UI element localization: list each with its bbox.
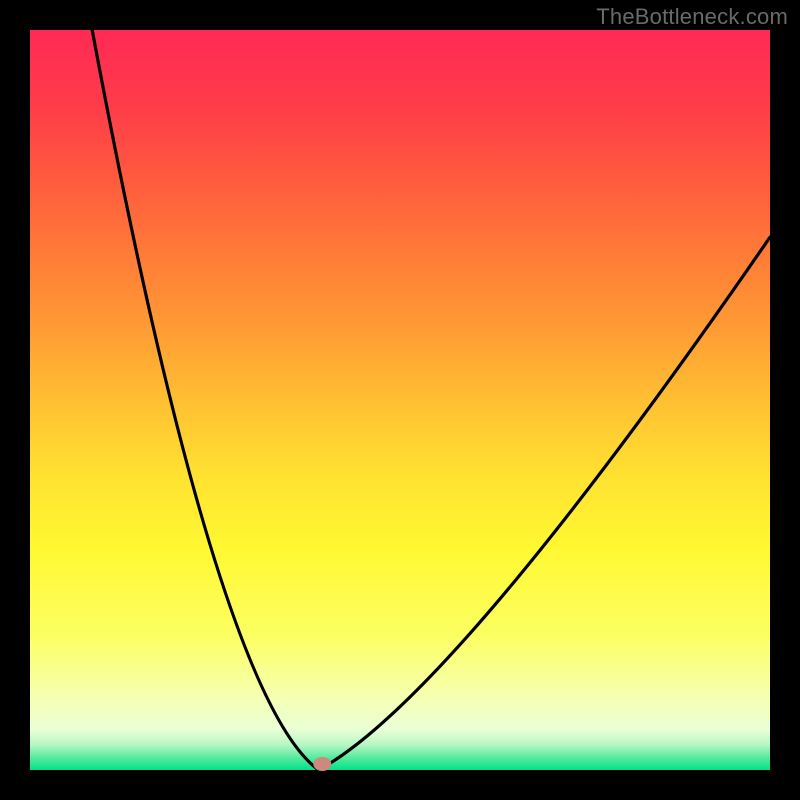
- bottleneck-chart: [0, 0, 800, 800]
- watermark-text: TheBottleneck.com: [596, 4, 788, 30]
- chart-container: TheBottleneck.com: [0, 0, 800, 800]
